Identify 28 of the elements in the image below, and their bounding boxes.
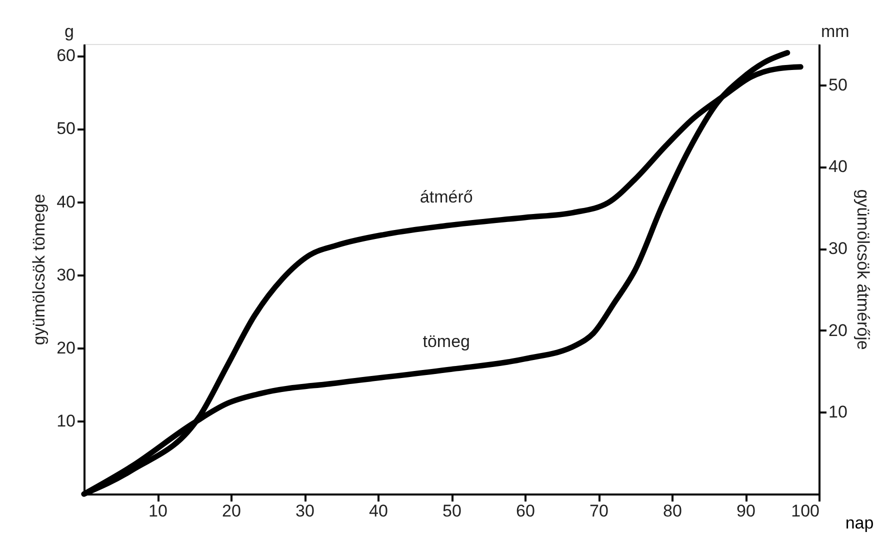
series-label: átmérő xyxy=(420,188,473,207)
y-tick-label: 20 xyxy=(56,338,76,358)
x-tick-label: 70 xyxy=(590,502,608,520)
series-label: tömeg xyxy=(422,332,470,351)
y2-tick-label: 20 xyxy=(828,320,848,340)
y-tick-label: 40 xyxy=(56,192,76,212)
x-tick-label: 50 xyxy=(442,502,462,520)
x-tick-label: 10 xyxy=(148,502,168,520)
y-tick-label: 60 xyxy=(56,46,76,66)
x-tick-label: 20 xyxy=(222,502,241,520)
y-tick-label: 50 xyxy=(56,119,76,138)
text: g xyxy=(64,22,74,41)
y2-tick-label: 50 xyxy=(828,75,848,94)
y2-axis-title: gyümölcsök átmérője xyxy=(853,189,872,350)
x-tick-label: 80 xyxy=(663,502,682,520)
x-tick-label: 90 xyxy=(736,502,756,520)
x-tick-label: 100 xyxy=(791,502,820,520)
y-tick-label: 30 xyxy=(56,265,76,284)
y2-tick-label: 30 xyxy=(828,239,848,258)
y-tick-label: 10 xyxy=(56,411,76,430)
x-tick-label: 60 xyxy=(516,502,535,520)
x-axis-title: nap xyxy=(845,514,874,532)
y2-tick-label: 10 xyxy=(828,402,848,422)
y2-tick-label: 40 xyxy=(828,157,848,176)
x-tick-label: 30 xyxy=(296,502,314,520)
text: mm xyxy=(821,22,850,41)
x-tick-label: 40 xyxy=(369,502,388,520)
y-axis-title: gyümölcsök tömege xyxy=(30,194,49,346)
